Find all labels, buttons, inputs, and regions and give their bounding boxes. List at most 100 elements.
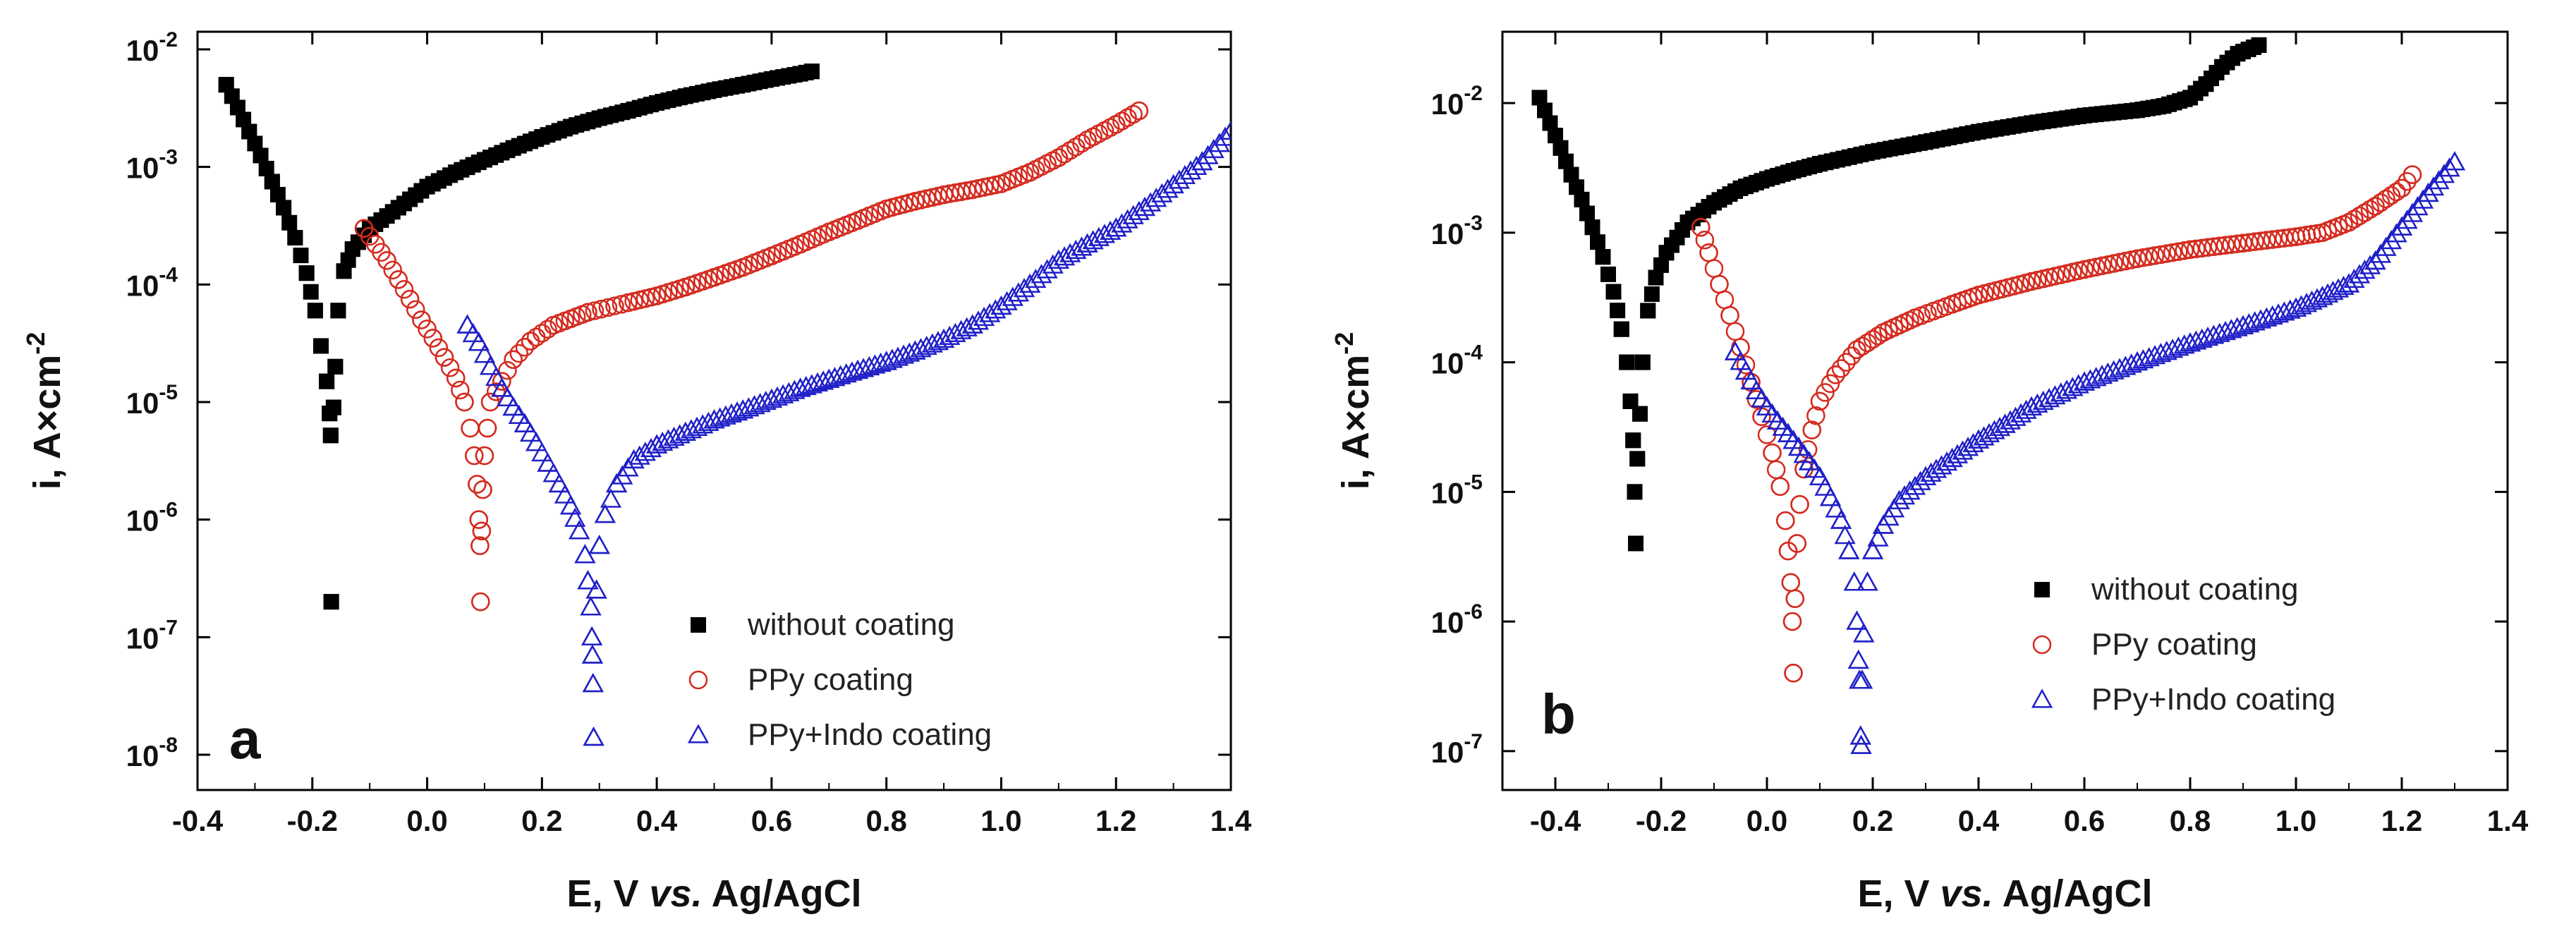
- series-0-point: [1622, 393, 1639, 409]
- series-0-point: [281, 214, 298, 231]
- series-2-point: [542, 463, 564, 482]
- series-1-point: [1720, 305, 1739, 325]
- series-1-point: [1905, 308, 1925, 327]
- series-2-point: [1925, 458, 1948, 478]
- series-0-point: [307, 303, 323, 319]
- series-1-point: [2010, 275, 2029, 294]
- series-without-coating: [1531, 37, 2267, 552]
- series-2-point: [2386, 223, 2407, 243]
- series-2-point: [559, 495, 582, 515]
- series-2-point: [1904, 475, 1926, 495]
- series-2-point: [1847, 649, 1869, 669]
- series-1-point: [992, 174, 1011, 193]
- series-2-point: [703, 409, 725, 429]
- y-tick-label: 10-4: [126, 263, 178, 302]
- series-2-point: [2073, 371, 2096, 391]
- series-2-point: [537, 452, 559, 472]
- series-1-point: [526, 327, 546, 347]
- series-2-point: [468, 332, 490, 351]
- series-1-point: [475, 446, 494, 466]
- panel-b-chart: -0.4 -0.2 0.0 0.2 0.4 0.6 0.8 1.0 1.2 1.4 10-7 10-6…: [1330, 30, 2529, 915]
- series-0-point: [276, 200, 292, 216]
- series-0-point: [253, 147, 269, 164]
- series-1-point: [2402, 165, 2422, 184]
- series-2-point: [1850, 734, 1872, 754]
- series-2-point: [582, 673, 604, 693]
- series-1-point: [957, 181, 976, 200]
- series-0-point: [327, 358, 344, 375]
- series-1-point: [1699, 243, 1718, 262]
- series-0-point: [1706, 195, 1722, 211]
- series-2-point: [581, 644, 604, 664]
- series-2-point: [2364, 250, 2386, 270]
- series-1-point: [894, 195, 913, 214]
- series-1-point: [465, 446, 484, 466]
- series-0-point: [763, 71, 779, 87]
- series-0-point: [2034, 582, 2050, 597]
- series-2-point: [1059, 243, 1081, 262]
- series-2-point: [1846, 610, 1868, 630]
- series-2-point: [1730, 351, 1751, 370]
- series-1-point: [440, 358, 460, 377]
- x-tick-label: 0.2: [521, 804, 562, 837]
- series-2-point: [1872, 514, 1895, 534]
- series-0-point: [1653, 257, 1669, 273]
- y-axis-title: i, A×cm-2: [1330, 332, 1377, 490]
- series-1-point: [1782, 612, 1802, 631]
- series-2-point: [554, 484, 576, 504]
- series-2-point: [2179, 332, 2201, 352]
- x-tick-label: 0.0: [1746, 804, 1787, 837]
- series-2-point: [1745, 379, 1768, 400]
- series-2-point: [1936, 451, 1958, 471]
- series-0-point: [269, 186, 286, 202]
- series-1-point: [1998, 278, 2017, 297]
- series-2-point: [846, 359, 869, 379]
- series-0-point: [1590, 234, 1605, 250]
- series-1-point: [612, 295, 631, 314]
- series-0-point: [649, 95, 665, 111]
- series-0-point: [419, 178, 435, 195]
- series-1-point: [1790, 494, 1809, 514]
- series-0-point: [1865, 144, 1881, 160]
- series-2-point: [2375, 236, 2397, 256]
- series-1-point: [521, 332, 540, 351]
- plot-frame: [1501, 30, 2509, 791]
- series-1-point: [2180, 240, 2200, 260]
- series-2-point: [1099, 220, 1122, 240]
- series-1-point: [1736, 356, 1756, 375]
- x-tick-label: 1.2: [1095, 804, 1136, 837]
- series-1-point: [1869, 326, 1888, 346]
- series-0-point: [1628, 535, 1644, 552]
- legend-entry: PPy coating: [2091, 627, 2257, 662]
- series-2-point: [1899, 480, 1921, 500]
- series-2-point: [1174, 164, 1196, 185]
- series-1-point: [1863, 329, 1883, 349]
- series-2-point: [2327, 278, 2350, 298]
- series-0-point: [2230, 46, 2246, 62]
- series-1-point: [647, 286, 667, 305]
- panel-a-chart: -0.4 -0.2 0.0 0.2 0.4 0.6 0.8 1.0 1.2 1.4 10-8 10-7…: [21, 28, 1252, 915]
- series-2-point: [789, 377, 811, 397]
- series-0-point: [319, 373, 335, 389]
- series-2-point: [1825, 498, 1847, 518]
- series-0-point: [2156, 98, 2172, 114]
- series-2-point: [1203, 138, 1225, 159]
- x-tick-label: 0.4: [1958, 804, 2000, 837]
- legend-entry: without coating: [2091, 572, 2299, 607]
- series-1-point: [1129, 101, 1149, 121]
- series-0-point: [1632, 406, 1648, 422]
- series-1-point: [2350, 206, 2369, 226]
- series-0-point: [677, 88, 693, 104]
- series-2-point: [990, 295, 1012, 315]
- series-0-point: [1553, 140, 1569, 156]
- series-2-point: [1830, 509, 1852, 529]
- series-2-point: [1036, 259, 1058, 279]
- series-0-point: [1584, 219, 1600, 236]
- series-0-point: [691, 617, 706, 633]
- series-1-point: [598, 298, 618, 317]
- series-2-point: [2443, 151, 2466, 171]
- x-tick-label: 1.4: [1210, 804, 1252, 837]
- series-2-point: [760, 388, 783, 408]
- series-1-point: [2381, 186, 2401, 205]
- series-2-point: [1838, 540, 1860, 559]
